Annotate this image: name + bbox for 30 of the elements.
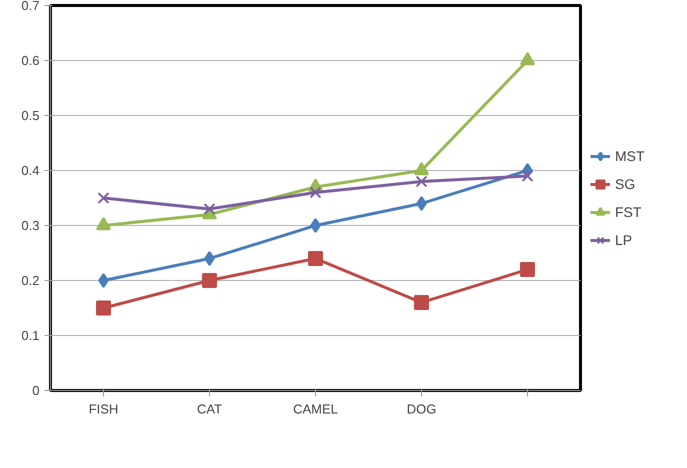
legend-label: SG: [615, 176, 636, 192]
point: [520, 262, 535, 277]
point: [202, 273, 217, 288]
legend-label: FST: [615, 204, 642, 220]
x-tick-label: DOG: [406, 402, 436, 416]
point: [416, 196, 427, 211]
y-tick-label: 0: [32, 383, 40, 398]
point: [416, 176, 428, 188]
point: [308, 251, 323, 266]
point: [96, 300, 111, 316]
point: [98, 192, 110, 204]
y-tick-label: 0.6: [21, 53, 40, 68]
point: [414, 295, 429, 310]
y-tick-label: 0.2: [21, 273, 40, 288]
legend-label: MST: [615, 148, 645, 164]
y-tick-label: 0.1: [21, 328, 40, 343]
legend-label: LP: [615, 232, 634, 248]
y-tick-label: 0.7: [21, 0, 40, 13]
y-tick-label: 0.4: [21, 163, 40, 178]
y-tick-label: 0.5: [21, 108, 40, 123]
x-tick-label: CAMEL: [293, 402, 338, 416]
point: [310, 186, 322, 198]
point: [98, 273, 109, 288]
point: [522, 170, 534, 182]
point: [204, 251, 215, 266]
point: [204, 203, 216, 215]
x-tick-label: FISH: [88, 402, 118, 416]
y-tick-label: 0.3: [21, 218, 40, 233]
x-tick-label: CAT: [196, 402, 222, 416]
point: [310, 218, 321, 233]
